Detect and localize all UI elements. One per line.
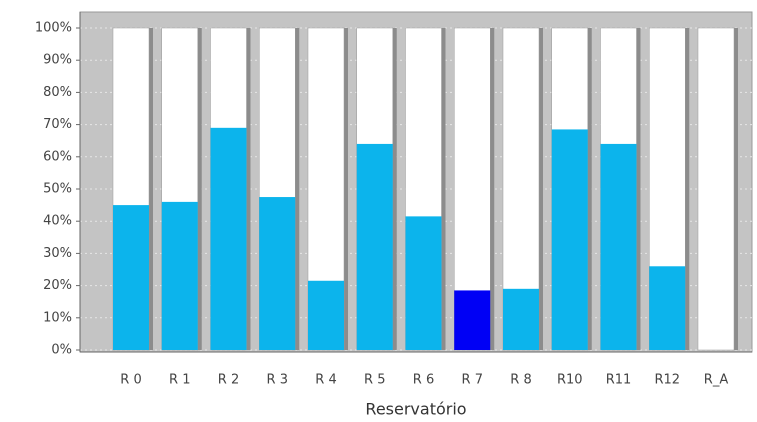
y-tick-label: 80%	[43, 85, 72, 100]
bar	[503, 288, 539, 350]
x-tick-label: R 0	[120, 373, 141, 388]
y-tick-label: 90%	[43, 53, 72, 68]
x-tick-label: R 5	[364, 373, 385, 388]
x-tick-label: R 7	[462, 373, 483, 388]
x-tick-label: R 2	[218, 373, 239, 388]
bar	[161, 201, 198, 350]
x-tick-label: R_A	[704, 373, 729, 388]
y-tick-label: 50%	[43, 182, 72, 197]
x-tick-label: R10	[557, 373, 583, 388]
y-tick-label: 40%	[43, 214, 72, 229]
bar	[113, 205, 149, 350]
x-tick-label: R 3	[267, 373, 288, 388]
x-tick-label: R 1	[169, 373, 190, 388]
x-tick-label: R 8	[510, 373, 531, 388]
y-tick-label: 70%	[43, 117, 72, 132]
x-tick-label: R 6	[413, 373, 434, 388]
bar	[210, 127, 247, 350]
y-tick-label: 60%	[43, 149, 72, 164]
bar	[356, 143, 393, 350]
y-tick-label: 30%	[43, 246, 72, 261]
bar	[454, 290, 491, 350]
y-tick-label: 20%	[43, 278, 72, 293]
bar	[308, 280, 344, 350]
bar-track	[697, 27, 735, 351]
x-tick-label: R 4	[315, 373, 336, 388]
x-tick-label: R12	[654, 373, 680, 388]
bar	[600, 143, 637, 350]
x-tick-label: R11	[606, 373, 632, 388]
bar	[259, 197, 296, 350]
bar	[551, 129, 588, 350]
y-tick-label: 0%	[51, 343, 72, 358]
y-tick-label: 100%	[35, 21, 72, 36]
bar	[405, 216, 442, 350]
bar	[649, 266, 686, 350]
x-axis-title: Reservatório	[365, 400, 466, 419]
y-tick-label: 10%	[43, 310, 72, 325]
